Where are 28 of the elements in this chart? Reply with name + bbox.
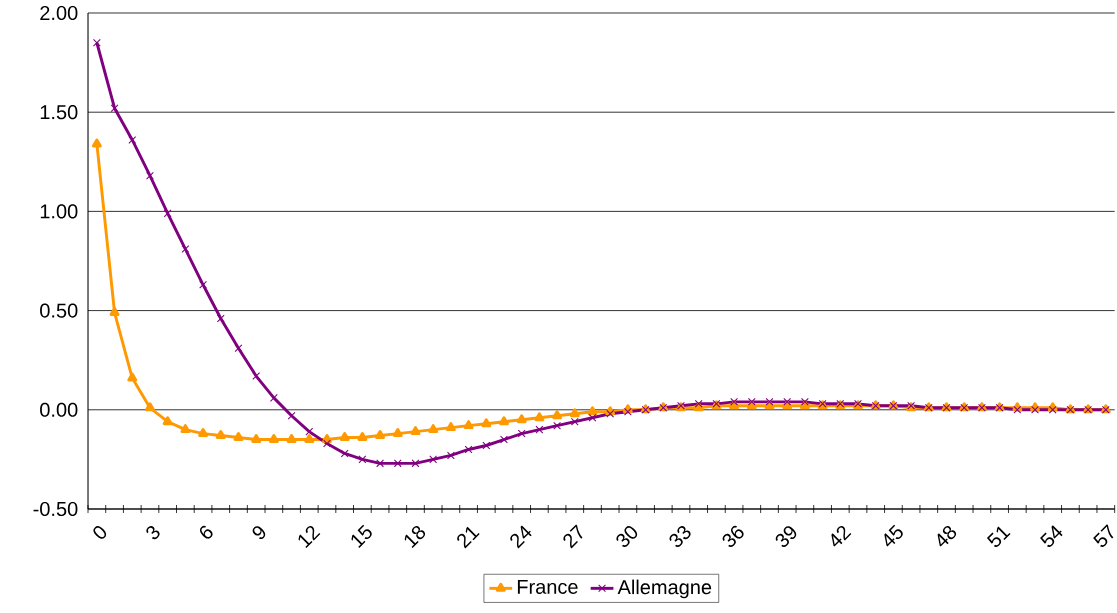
- y-tick-label: 1.50: [40, 105, 78, 120]
- x-tick-label: 9: [252, 526, 266, 540]
- legend-label: France: [517, 579, 578, 594]
- legend-label: Allemagne: [617, 579, 712, 599]
- x-tick-label: 15: [351, 524, 372, 548]
- x-tick-label: 33: [669, 525, 691, 548]
- x-tick-label: 6: [199, 525, 213, 539]
- x-tick-label: 42: [831, 525, 852, 547]
- x-tick-label: 48: [937, 525, 957, 547]
- x-tick-label: 39: [775, 526, 797, 548]
- x-tick-label: 45: [884, 524, 903, 547]
- x-tick-label: 0: [93, 526, 107, 539]
- y-tick-label: 0.50: [40, 303, 78, 318]
- y-tick-label: -0.50: [33, 501, 78, 517]
- x-tick-label: 51: [986, 526, 1011, 547]
- x-tick-label: 30: [616, 526, 638, 548]
- y-tick-label: 0.00: [40, 402, 78, 417]
- x-tick-label: 57: [1093, 524, 1114, 547]
- x-tick-label: 21: [457, 526, 480, 549]
- x-tick-label: 36: [722, 525, 744, 548]
- y-tick-label: 2.00: [40, 5, 78, 21]
- x-tick-label: 24: [510, 525, 532, 549]
- x-tick-label: 3: [146, 525, 160, 540]
- x-tick-label: 18: [404, 525, 426, 549]
- x-tick-label: 12: [298, 525, 321, 549]
- y-tick-label: 1.00: [40, 204, 78, 219]
- x-tick-label: 27: [563, 524, 583, 549]
- x-tick-label: 54: [1040, 525, 1063, 547]
